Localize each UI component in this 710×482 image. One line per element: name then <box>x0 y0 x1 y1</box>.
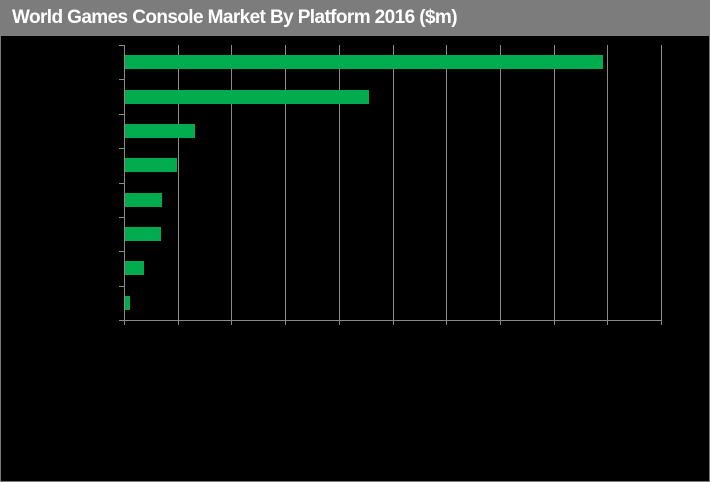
bar <box>125 55 603 69</box>
y-tick <box>119 320 124 321</box>
bar <box>125 227 161 241</box>
bar <box>125 158 177 172</box>
bar <box>125 90 369 104</box>
chart-title: World Games Console Market By Platform 2… <box>12 7 458 28</box>
y-tick <box>119 148 124 149</box>
gridline <box>446 45 447 321</box>
y-tick <box>119 183 124 184</box>
gridline <box>178 45 179 321</box>
x-tick <box>446 320 447 325</box>
gridline <box>661 45 662 321</box>
x-tick <box>607 320 608 325</box>
bar <box>125 261 144 275</box>
x-tick <box>661 320 662 325</box>
y-axis <box>124 45 125 321</box>
bar <box>125 296 130 310</box>
gridline <box>607 45 608 321</box>
y-tick <box>119 79 124 80</box>
title-bar: World Games Console Market By Platform 2… <box>0 0 710 36</box>
gridline <box>285 45 286 321</box>
gridline <box>554 45 555 321</box>
bar <box>125 193 162 207</box>
gridline <box>231 45 232 321</box>
x-tick <box>393 320 394 325</box>
bar <box>125 124 195 138</box>
x-tick <box>500 320 501 325</box>
gridline <box>500 45 501 321</box>
x-tick <box>339 320 340 325</box>
gridline <box>339 45 340 321</box>
x-tick <box>178 320 179 325</box>
gridline <box>393 45 394 321</box>
x-tick <box>285 320 286 325</box>
y-tick <box>119 45 124 46</box>
x-tick <box>231 320 232 325</box>
x-axis <box>121 320 662 321</box>
y-tick <box>119 217 124 218</box>
y-tick <box>119 251 124 252</box>
x-tick <box>554 320 555 325</box>
y-tick <box>119 114 124 115</box>
y-tick <box>119 286 124 287</box>
x-tick <box>124 320 125 325</box>
